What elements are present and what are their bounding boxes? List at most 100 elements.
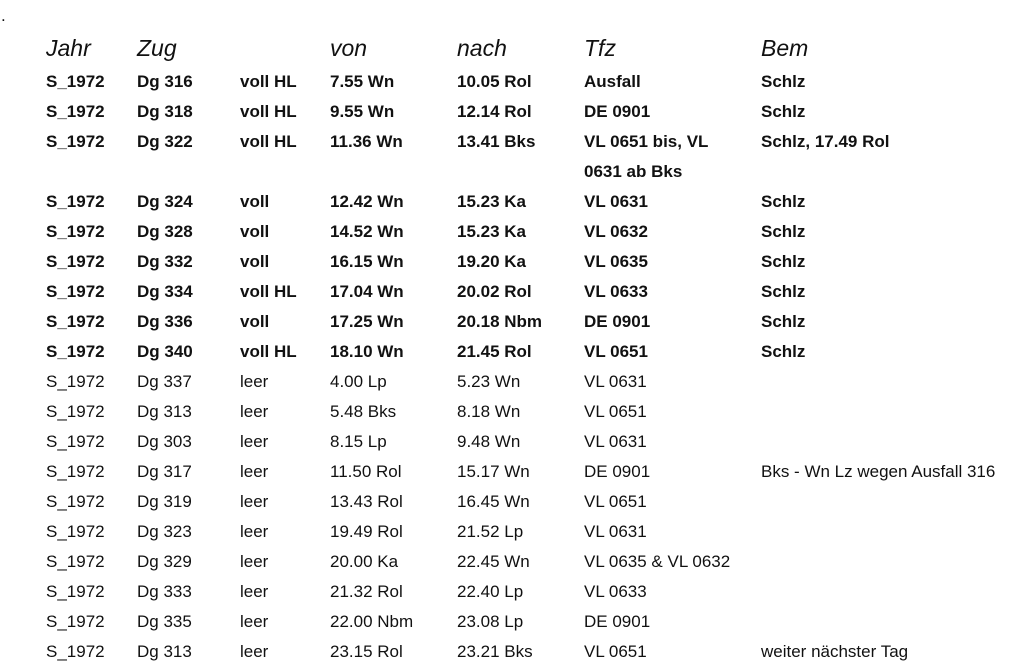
dot: . <box>1 6 6 25</box>
header-cell: Zug <box>137 35 177 61</box>
cell-text: S_1972 <box>46 582 105 601</box>
table-cell: VL 0633 <box>584 577 761 607</box>
table-cell: voll <box>240 217 330 247</box>
table-cell: leer <box>240 607 330 637</box>
cell-text: 19.49 Rol <box>330 522 403 541</box>
table-cell: voll HL <box>240 97 330 127</box>
table-cell: leer <box>240 427 330 457</box>
cell-text: DE 0901 <box>584 462 651 481</box>
cell-text: leer <box>240 582 269 601</box>
table-cell: 12.14 Rol <box>457 97 584 127</box>
table-cell: Dg 337 <box>137 367 240 397</box>
cell-text: Dg 313 <box>137 402 192 421</box>
cell-text: Dg 303 <box>137 432 192 451</box>
cell-text: Dg 318 <box>137 102 193 121</box>
cell-text: 10.05 Rol <box>457 72 532 91</box>
table-cell: S_1972 <box>46 67 137 97</box>
cell-text: Schlz <box>761 282 806 301</box>
table-cell: 22.00 Nbm <box>330 607 457 637</box>
table-cell: 20.02 Rol <box>457 277 584 307</box>
cell-text: 8.15 Lp <box>330 432 387 451</box>
table-cell: Bks - Wn Lz wegen Ausfall 316 <box>761 457 1024 487</box>
table-cell: S_1972 <box>46 97 137 127</box>
cell-text: 9.48 Wn <box>457 432 521 451</box>
table-cell: 20.18 Nbm <box>457 307 584 337</box>
table-cell: Schlz <box>761 67 1024 97</box>
cell-text: Dg 322 <box>137 132 193 151</box>
cell-text: S_1972 <box>46 222 105 241</box>
table-cell: Dg 322 <box>137 127 240 187</box>
cell-text: 22.00 Nbm <box>330 612 414 631</box>
table-cell: VL 0651 <box>584 637 761 667</box>
cell-text: 23.15 Rol <box>330 642 403 661</box>
table-body: S_1972 Dg 316 voll HL 7.55 Wn 10.05 Rol Ausfa… <box>46 67 1024 667</box>
table-cell: S_1972 <box>46 307 137 337</box>
cell-text: 16.45 Wn <box>457 492 530 511</box>
table-cell: 21.45 Rol <box>457 337 584 367</box>
table-cell: S_1972 <box>46 217 137 247</box>
cell-text: 12.42 Wn <box>330 192 404 211</box>
table-cell: 8.15 Lp <box>330 427 457 457</box>
cell-text: Dg 317 <box>137 462 192 481</box>
cell-text: VL 0631 <box>584 372 647 391</box>
table-cell: VL 0633 <box>584 277 761 307</box>
cell-text: voll HL <box>240 342 297 361</box>
table-cell: Dg 316 <box>137 67 240 97</box>
cell-text: 21.32 Rol <box>330 582 403 601</box>
table-cell: S_1972 <box>46 277 137 307</box>
cell-text: Schlz <box>761 252 806 271</box>
table-cell: Dg 318 <box>137 97 240 127</box>
cell-text: S_1972 <box>46 372 105 391</box>
cell-text: voll HL <box>240 282 297 301</box>
cell-text: Dg 333 <box>137 582 192 601</box>
cell-text: VL 0631 <box>584 522 647 541</box>
table-row: S_1972 Dg 323 leer 19.49 Rol 21.52 Lp VL 0631 <box>46 517 1024 547</box>
cell-text: S_1972 <box>46 192 105 211</box>
table-cell: 11.36 Wn <box>330 127 457 187</box>
cell-text: 22.45 Wn <box>457 552 530 571</box>
cell-text: DE 0901 <box>584 312 651 331</box>
cell-text: Dg 332 <box>137 252 193 271</box>
table-cell: voll HL <box>240 277 330 307</box>
table-cell: 23.15 Rol <box>330 637 457 667</box>
table-cell: Dg 329 <box>137 547 240 577</box>
table-cell: voll HL <box>240 337 330 367</box>
header-cell: von <box>330 35 368 61</box>
cell-text: leer <box>240 462 269 481</box>
table-cell: S_1972 <box>46 517 137 547</box>
table-row: S_1972 Dg 337 leer 4.00 Lp 5.23 Wn VL 0631 <box>46 367 1024 397</box>
table-cell: VL 0632 <box>584 217 761 247</box>
table-cell: S_1972 <box>46 577 137 607</box>
cell-text: voll <box>240 192 270 211</box>
cell-text: 18.10 Wn <box>330 342 404 361</box>
cell-text: S_1972 <box>46 462 105 481</box>
table-cell: VL 0651 bis, VL 0631 ab Bks <box>584 127 761 187</box>
table-cell: Schlz <box>761 97 1024 127</box>
table-cell: Dg 335 <box>137 607 240 637</box>
table-cell: 17.04 Wn <box>330 277 457 307</box>
table-cell: Dg 328 <box>137 217 240 247</box>
cell-text: S_1972 <box>46 132 105 151</box>
cell-text: S_1972 <box>46 252 105 271</box>
table-row: S_1972 Dg 313 leer 5.48 Bks 8.18 Wn VL 0651 <box>46 397 1024 427</box>
table-cell: 20.00 Ka <box>330 547 457 577</box>
table-cell: 19.49 Rol <box>330 517 457 547</box>
cell-text: Schlz, 17.49 Rol <box>761 132 890 151</box>
cell-text: Dg 313 <box>137 642 192 661</box>
table-row: S_1972 Dg 319 leer 13.43 Rol 16.45 Wn VL 0651 <box>46 487 1024 517</box>
cell-text: leer <box>240 552 269 571</box>
table-cell: 9.55 Wn <box>330 97 457 127</box>
cell-text: S_1972 <box>46 612 105 631</box>
table-row: S_1972 Dg 335 leer 22.00 Nbm 23.08 Lp DE 0901 <box>46 607 1024 637</box>
cell-text: leer <box>240 612 269 631</box>
cell-text: voll <box>240 222 270 241</box>
table-cell: Schlz <box>761 187 1024 217</box>
table-cell: 17.25 Wn <box>330 307 457 337</box>
cell-text: Schlz <box>761 192 806 211</box>
cell-text: S_1972 <box>46 522 105 541</box>
cell-text: 15.17 Wn <box>457 462 530 481</box>
cell-text: S_1972 <box>46 72 105 91</box>
table-cell: weiter nächster Tag <box>761 637 1024 667</box>
table-row: S_1972 Dg 333 leer 21.32 Rol 22.40 Lp VL 0633 <box>46 577 1024 607</box>
table-cell <box>761 607 1024 637</box>
